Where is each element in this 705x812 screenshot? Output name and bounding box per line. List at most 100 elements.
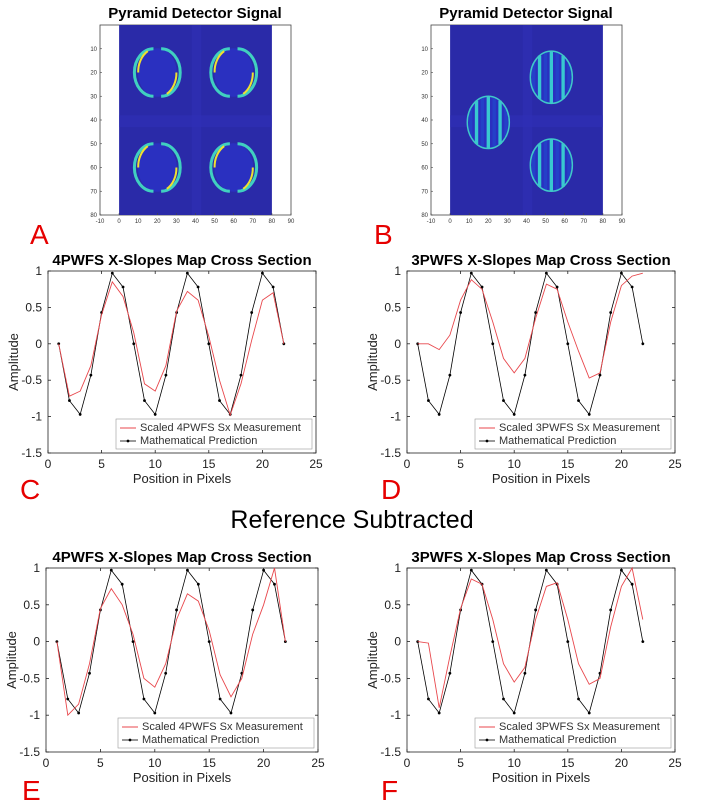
- data-point-prediction: [66, 697, 70, 701]
- data-point-prediction: [598, 373, 602, 377]
- data-point-prediction: [271, 285, 275, 289]
- data-point-prediction: [143, 399, 146, 402]
- x-tick-label: 0: [45, 457, 52, 471]
- data-point-prediction: [207, 640, 211, 643]
- data-point-prediction: [121, 285, 125, 289]
- x-tick-label: 5: [98, 457, 105, 471]
- data-point-prediction: [131, 640, 135, 643]
- legend-marker-prediction: [126, 439, 130, 443]
- data-point-prediction: [512, 711, 516, 715]
- data-point-prediction: [273, 582, 276, 586]
- pupil-disc: [214, 48, 254, 97]
- y-axis-label: Amplitude: [365, 333, 380, 391]
- data-point-prediction: [437, 711, 441, 715]
- pupil-edge-bright: [137, 50, 149, 73]
- legend-label-measurement: Scaled 4PWFS Sx Measurement: [142, 721, 303, 733]
- pupil-edge: [237, 142, 259, 193]
- pupil-disc: [214, 143, 254, 192]
- x-tick-label: 25: [309, 457, 323, 471]
- pupil-edge-bright: [242, 72, 254, 95]
- y-tick-label: -0.5: [21, 373, 42, 387]
- x-axis-label: Position in Pixels: [133, 770, 232, 785]
- data-point-prediction: [448, 671, 452, 675]
- y-tick-label: -1.5: [380, 446, 401, 460]
- x-tick-label: 15: [561, 457, 575, 471]
- data-point-prediction: [534, 311, 538, 314]
- data-point-prediction: [196, 582, 200, 586]
- data-point-prediction: [577, 697, 580, 701]
- detector-band: [191, 25, 202, 215]
- x-tick-label: 30: [173, 219, 180, 225]
- data-point-prediction: [427, 697, 430, 701]
- chart-title: Pyramid Detector Signal: [108, 5, 281, 22]
- chart-title: 4PWFS X-Slopes Map Cross Section: [52, 549, 311, 566]
- pupil-edge: [161, 142, 182, 193]
- data-point-prediction: [620, 568, 623, 572]
- data-point-prediction: [120, 582, 124, 586]
- y-tick-label: 60: [421, 166, 428, 172]
- x-tick-label: 70: [249, 219, 256, 225]
- pupil-edge: [209, 142, 230, 193]
- panel-letter-c: C: [20, 474, 40, 505]
- legend-box: [117, 717, 315, 749]
- data-point-prediction: [239, 373, 243, 377]
- y-tick-label: 0: [33, 635, 40, 649]
- y-tick-label: 30: [421, 94, 428, 100]
- x-tick-label: 90: [619, 219, 626, 225]
- data-point-prediction: [229, 711, 233, 715]
- x-tick-label: 5: [457, 756, 464, 770]
- data-point-prediction: [218, 697, 222, 701]
- data-point-prediction: [555, 285, 559, 289]
- pupil-edge: [237, 47, 259, 98]
- x-tick-label: 0: [448, 219, 452, 225]
- pupil-edge-bright: [166, 167, 178, 190]
- y-tick-label: 40: [421, 118, 428, 124]
- section-heading: Reference Subtracted: [230, 506, 473, 534]
- data-point-prediction: [469, 568, 473, 572]
- series-line-measurement: [58, 280, 285, 417]
- line-chart-d: 0 5 10 15 20 25 -1.5 -1 -0.5 0 0.5 1 3PWFS X-Slopes …: [365, 252, 682, 486]
- y-tick-label: 50: [90, 142, 97, 148]
- y-tick-label: -0.5: [380, 671, 401, 685]
- y-tick-label: 1: [33, 561, 40, 575]
- y-tick-label: 0: [394, 337, 401, 351]
- x-tick-label: 20: [256, 457, 270, 471]
- legend-label-measurement: Scaled 3PWFS Sx Measurement: [499, 721, 660, 733]
- data-point-prediction: [164, 671, 168, 675]
- y-tick-label: -1.5: [19, 745, 40, 759]
- y-tick-label: 70: [421, 189, 428, 195]
- y-tick-label: 0: [35, 337, 42, 351]
- x-tick-label: 70: [580, 219, 587, 225]
- x-tick-label: 20: [257, 756, 271, 770]
- y-tick-label: -0.5: [380, 373, 401, 387]
- data-point-prediction: [251, 608, 255, 612]
- data-point-prediction: [142, 697, 146, 701]
- chart-title: Pyramid Detector Signal: [439, 5, 612, 22]
- detector-panel-b: -10 0 10 20 30 40 50 60 70 80 90 10 20 30 40 50 60 70 80 Py…: [421, 5, 626, 225]
- y-tick-label: 10: [421, 47, 428, 53]
- data-point-prediction: [109, 568, 113, 572]
- pupil-edge: [132, 47, 154, 98]
- legend-label-prediction: Mathematical Prediction: [142, 734, 259, 746]
- data-point-prediction: [641, 640, 645, 643]
- pupil-disc: [137, 143, 177, 192]
- data-point-prediction: [427, 399, 430, 402]
- data-point-prediction: [153, 711, 157, 715]
- data-point-prediction: [609, 608, 613, 612]
- x-tick-label: 10: [135, 219, 142, 225]
- x-tick-label: 25: [668, 457, 682, 471]
- data-point-prediction: [186, 568, 189, 572]
- data-point-prediction: [587, 711, 591, 715]
- x-axis-label: Position in Pixels: [492, 770, 591, 785]
- pupil-edge: [466, 95, 511, 150]
- legend-label-measurement: Scaled 3PWFS Sx Measurement: [499, 422, 660, 434]
- legend-label-measurement: Scaled 4PWFS Sx Measurement: [140, 422, 301, 434]
- x-tick-label: 80: [600, 219, 607, 225]
- y-tick-label: -1: [390, 708, 401, 722]
- y-tick-label: 1: [394, 561, 401, 575]
- pupil-edge-bright: [137, 145, 149, 168]
- pupil-edge: [132, 142, 154, 193]
- y-tick-label: 20: [90, 71, 97, 77]
- legend-box: [474, 717, 672, 749]
- data-point-prediction: [480, 285, 484, 289]
